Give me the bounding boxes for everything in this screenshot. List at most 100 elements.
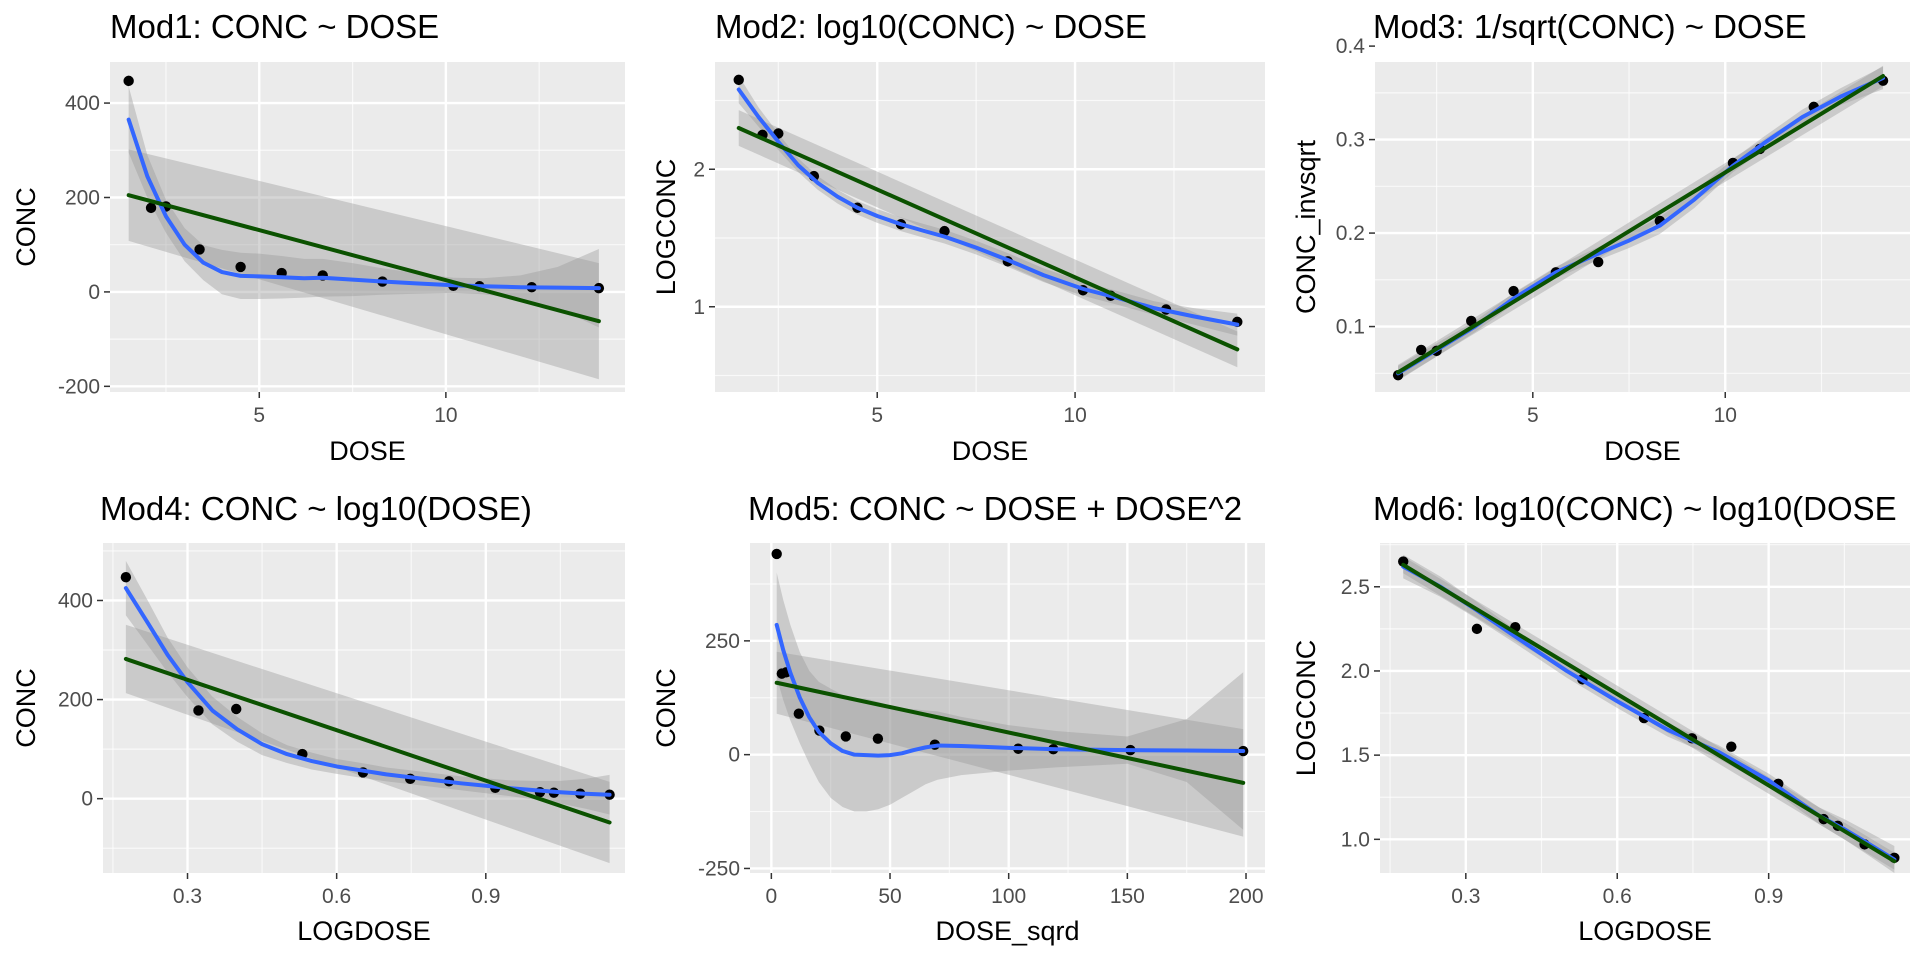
y-tick-label: 0 (81, 788, 93, 811)
data-point (872, 733, 884, 744)
data-point (231, 703, 242, 715)
smooth-ribbon (128, 86, 599, 328)
linear-fit-line (1396, 74, 1886, 375)
x-axis-title: LOGDOSE (1578, 916, 1712, 946)
y-tick-label: 200 (65, 186, 100, 209)
chart-title: Mod5: CONC ~ DOSE + DOSE^2 (748, 490, 1242, 527)
y-tick-label: 0.3 (1336, 129, 1365, 152)
y-axis-title: CONC (651, 668, 681, 748)
data-point (123, 75, 134, 87)
y-tick-label: 0.4 (1336, 35, 1366, 58)
y-axis-title: LOGCONC (651, 159, 681, 296)
x-tick-label: 0.3 (173, 885, 202, 908)
chart-title: Mod2: log10(CONC) ~ DOSE (715, 8, 1147, 45)
plot-area (120, 560, 615, 864)
x-tick-label: 0.6 (1603, 885, 1632, 908)
data-point (235, 261, 246, 273)
data-point (1471, 623, 1483, 635)
linear-fit-line (1401, 562, 1897, 864)
smooth-line (126, 117, 601, 291)
data-point (1508, 285, 1519, 297)
smooth-line (774, 622, 1246, 758)
plot-area (771, 548, 1249, 837)
data-point (145, 202, 157, 214)
y-tick-label: 250 (705, 630, 740, 653)
data-point (193, 705, 204, 716)
chart-title: Mod1: CONC ~ DOSE (110, 8, 439, 45)
linear-fit-line (736, 126, 1240, 352)
chart-panel-4: 0.3 0.6 0.9 0 200 400 Mod4: CONC ~ log10(DOSE)… (11, 490, 625, 946)
y-tick-label: 200 (58, 689, 93, 712)
y-axis-title: CONC (11, 668, 41, 748)
linear-fit-ribbon (776, 651, 1244, 837)
data-point (1415, 344, 1427, 356)
x-axis-title: DOSE_sqrd (935, 916, 1079, 946)
panel-background (103, 543, 625, 873)
x-tick-label: 0.6 (322, 885, 351, 908)
x-tick-label: 200 (1228, 885, 1263, 908)
linear-fit-ribbon (125, 624, 610, 864)
y-axis-title: CONC_invsqrt (1291, 139, 1321, 314)
chart-title: Mod4: CONC ~ log10(DOSE) (100, 490, 532, 527)
data-point (793, 708, 804, 719)
y-tick-label: 2.0 (1341, 660, 1370, 683)
y-tick-label: 0 (88, 281, 100, 304)
data-point (1593, 256, 1604, 268)
x-tick-label: 0.3 (1451, 885, 1480, 908)
chart-panel-3: 5 10 0.1 0.2 0.3 0.4 Mod3: 1/sqrt(CONC) ~ DOSE… (1291, 8, 1910, 466)
chart-title: Mod3: 1/sqrt(CONC) ~ DOSE (1373, 8, 1807, 45)
y-tick-label: 400 (58, 589, 93, 612)
smooth-ribbon (776, 572, 1244, 830)
y-tick-label: 0.1 (1336, 316, 1365, 339)
linear-fit-line (123, 656, 612, 825)
y-tick-label: 1.5 (1341, 744, 1370, 767)
x-tick-label: 0 (766, 885, 778, 908)
x-tick-label: 10 (1714, 404, 1737, 427)
chart-panel-2: 5 10 1 2 Mod2: log10(CONC) ~ DOSE DOSE LOGCONC (651, 8, 1265, 466)
linear-fit-line (126, 193, 601, 324)
plot-area (1392, 65, 1889, 381)
smooth-ribbon (738, 75, 1238, 336)
data-point (1726, 741, 1737, 752)
y-tick-label: 400 (65, 92, 100, 115)
data-point (771, 548, 782, 560)
y-tick-label: 0 (728, 744, 740, 767)
x-tick-label: 0.9 (471, 885, 500, 908)
y-axis-title: CONC (11, 187, 41, 267)
x-tick-label: 10 (434, 404, 457, 427)
chart-panel-5: 0 50 100 150 200 -250 0 250 Mod5: CONC ~ DOSE + … (651, 490, 1265, 946)
x-axis-title: DOSE (952, 436, 1029, 466)
plot-area (1398, 554, 1900, 873)
chart-panel-6: 0.3 0.6 0.9 1.0 1.5 2.0 2.5 Mod6: log10(CONC) ~… (1291, 490, 1910, 946)
x-axis-title: LOGDOSE (297, 916, 431, 946)
smooth-line (123, 586, 612, 797)
data-point (840, 731, 851, 742)
data-point (1466, 315, 1477, 327)
y-tick-label: -250 (698, 857, 740, 880)
data-point (194, 244, 205, 255)
y-tick-label: 2 (693, 158, 705, 181)
y-axis-title: LOGCONC (1291, 640, 1321, 777)
data-point (120, 571, 132, 583)
x-tick-label: 0.9 (1754, 885, 1783, 908)
smooth-ribbon (125, 560, 610, 815)
data-point (733, 74, 744, 86)
plot-area (733, 74, 1243, 368)
x-axis-title: DOSE (329, 436, 406, 466)
smooth-line (736, 87, 1240, 327)
y-tick-label: -200 (58, 375, 100, 398)
chart-title: Mod6: log10(CONC) ~ log10(DOSE (1373, 490, 1897, 527)
y-tick-label: 1 (693, 296, 705, 319)
x-tick-label: 50 (878, 885, 901, 908)
y-tick-label: 0.2 (1336, 222, 1365, 245)
x-axis-title: DOSE (1604, 436, 1681, 466)
x-tick-label: 100 (991, 885, 1026, 908)
x-tick-label: 5 (253, 404, 265, 427)
y-tick-label: 2.5 (1341, 576, 1370, 599)
panel-background (1375, 62, 1910, 392)
linear-fit-ribbon (128, 149, 599, 380)
linear-fit-line (774, 680, 1246, 785)
x-tick-label: 10 (1063, 404, 1086, 427)
